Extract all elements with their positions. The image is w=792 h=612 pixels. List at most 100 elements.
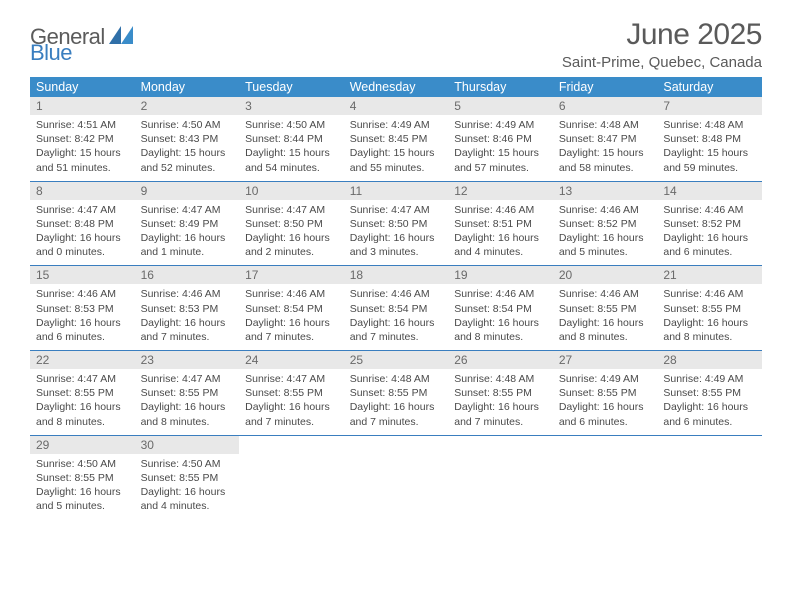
week-content-row: Sunrise: 4:50 AMSunset: 8:55 PMDaylight:… <box>30 454 762 520</box>
day-content-cell: Sunrise: 4:46 AMSunset: 8:52 PMDaylight:… <box>657 200 762 266</box>
daylight-line: Daylight: 16 hours and 7 minutes. <box>350 316 443 344</box>
sunrise-line: Sunrise: 4:51 AM <box>36 118 129 132</box>
day-number-cell: 3 <box>239 97 344 115</box>
week-content-row: Sunrise: 4:51 AMSunset: 8:42 PMDaylight:… <box>30 115 762 181</box>
day-number-cell: 29 <box>30 435 135 454</box>
day-number-cell: 13 <box>553 181 658 200</box>
daylight-line: Daylight: 16 hours and 0 minutes. <box>36 231 129 259</box>
day-content-cell <box>448 454 553 520</box>
day-content-cell: Sunrise: 4:46 AMSunset: 8:55 PMDaylight:… <box>553 284 658 350</box>
sunrise-line: Sunrise: 4:48 AM <box>454 372 547 386</box>
location-label: Saint-Prime, Quebec, Canada <box>562 54 762 71</box>
sunset-line: Sunset: 8:55 PM <box>663 302 756 316</box>
day-content-cell: Sunrise: 4:48 AMSunset: 8:55 PMDaylight:… <box>448 369 553 435</box>
day-number-cell: 4 <box>344 97 449 115</box>
sunset-line: Sunset: 8:55 PM <box>141 386 234 400</box>
sunrise-line: Sunrise: 4:47 AM <box>350 203 443 217</box>
daylight-line: Daylight: 16 hours and 4 minutes. <box>141 485 234 513</box>
day-number-cell: 30 <box>135 435 240 454</box>
sunrise-line: Sunrise: 4:47 AM <box>245 372 338 386</box>
sunset-line: Sunset: 8:55 PM <box>141 471 234 485</box>
sunset-line: Sunset: 8:55 PM <box>454 386 547 400</box>
sunrise-line: Sunrise: 4:49 AM <box>559 372 652 386</box>
sunset-line: Sunset: 8:53 PM <box>141 302 234 316</box>
day-number-cell <box>657 435 762 454</box>
day-number-cell: 22 <box>30 351 135 370</box>
daylight-line: Daylight: 16 hours and 8 minutes. <box>36 400 129 428</box>
day-content-cell: Sunrise: 4:47 AMSunset: 8:50 PMDaylight:… <box>344 200 449 266</box>
daylight-line: Daylight: 16 hours and 5 minutes. <box>36 485 129 513</box>
daylight-line: Daylight: 16 hours and 1 minute. <box>141 231 234 259</box>
daylight-line: Daylight: 16 hours and 2 minutes. <box>245 231 338 259</box>
daylight-line: Daylight: 16 hours and 7 minutes. <box>454 400 547 428</box>
sunrise-line: Sunrise: 4:49 AM <box>454 118 547 132</box>
sunset-line: Sunset: 8:42 PM <box>36 132 129 146</box>
sunset-line: Sunset: 8:44 PM <box>245 132 338 146</box>
sunset-line: Sunset: 8:50 PM <box>350 217 443 231</box>
day-content-cell: Sunrise: 4:48 AMSunset: 8:47 PMDaylight:… <box>553 115 658 181</box>
sunset-line: Sunset: 8:54 PM <box>245 302 338 316</box>
day-content-cell: Sunrise: 4:49 AMSunset: 8:46 PMDaylight:… <box>448 115 553 181</box>
week-daynum-row: 891011121314 <box>30 181 762 200</box>
day-content-cell: Sunrise: 4:46 AMSunset: 8:52 PMDaylight:… <box>553 200 658 266</box>
daylight-line: Daylight: 16 hours and 6 minutes. <box>663 400 756 428</box>
brand-part2: Blue <box>30 40 72 65</box>
day-number-cell: 21 <box>657 266 762 285</box>
sunset-line: Sunset: 8:45 PM <box>350 132 443 146</box>
day-number-cell: 27 <box>553 351 658 370</box>
calendar-table: SundayMondayTuesdayWednesdayThursdayFrid… <box>30 77 762 519</box>
day-content-cell: Sunrise: 4:47 AMSunset: 8:55 PMDaylight:… <box>30 369 135 435</box>
sunset-line: Sunset: 8:52 PM <box>559 217 652 231</box>
sunrise-line: Sunrise: 4:48 AM <box>663 118 756 132</box>
sunset-line: Sunset: 8:52 PM <box>663 217 756 231</box>
sunrise-line: Sunrise: 4:47 AM <box>141 372 234 386</box>
day-number-cell: 28 <box>657 351 762 370</box>
daylight-line: Daylight: 16 hours and 8 minutes. <box>141 400 234 428</box>
day-content-cell: Sunrise: 4:47 AMSunset: 8:55 PMDaylight:… <box>135 369 240 435</box>
day-content-cell: Sunrise: 4:51 AMSunset: 8:42 PMDaylight:… <box>30 115 135 181</box>
day-content-cell: Sunrise: 4:50 AMSunset: 8:55 PMDaylight:… <box>30 454 135 520</box>
day-content-cell <box>344 454 449 520</box>
sunset-line: Sunset: 8:55 PM <box>663 386 756 400</box>
week-daynum-row: 1234567 <box>30 97 762 115</box>
daylight-line: Daylight: 15 hours and 51 minutes. <box>36 146 129 174</box>
day-number-cell: 6 <box>553 97 658 115</box>
sunset-line: Sunset: 8:55 PM <box>350 386 443 400</box>
day-number-cell: 12 <box>448 181 553 200</box>
day-header: Thursday <box>448 77 553 97</box>
daylight-line: Daylight: 15 hours and 55 minutes. <box>350 146 443 174</box>
day-number-cell: 10 <box>239 181 344 200</box>
day-number-cell: 7 <box>657 97 762 115</box>
day-header: Wednesday <box>344 77 449 97</box>
sunset-line: Sunset: 8:55 PM <box>559 386 652 400</box>
day-content-cell: Sunrise: 4:46 AMSunset: 8:51 PMDaylight:… <box>448 200 553 266</box>
sunrise-line: Sunrise: 4:46 AM <box>454 203 547 217</box>
day-content-cell: Sunrise: 4:46 AMSunset: 8:53 PMDaylight:… <box>135 284 240 350</box>
day-number-cell <box>344 435 449 454</box>
day-content-cell: Sunrise: 4:48 AMSunset: 8:55 PMDaylight:… <box>344 369 449 435</box>
sunset-line: Sunset: 8:48 PM <box>36 217 129 231</box>
day-number-cell: 2 <box>135 97 240 115</box>
sunrise-line: Sunrise: 4:46 AM <box>663 287 756 301</box>
sunset-line: Sunset: 8:46 PM <box>454 132 547 146</box>
daylight-line: Daylight: 15 hours and 57 minutes. <box>454 146 547 174</box>
sunrise-line: Sunrise: 4:50 AM <box>141 457 234 471</box>
daylight-line: Daylight: 16 hours and 6 minutes. <box>559 400 652 428</box>
day-number-cell: 9 <box>135 181 240 200</box>
sunset-line: Sunset: 8:54 PM <box>350 302 443 316</box>
sunrise-line: Sunrise: 4:47 AM <box>245 203 338 217</box>
title-block: June 2025 Saint-Prime, Quebec, Canada <box>562 18 762 71</box>
day-content-cell: Sunrise: 4:47 AMSunset: 8:48 PMDaylight:… <box>30 200 135 266</box>
sunrise-line: Sunrise: 4:49 AM <box>663 372 756 386</box>
sunset-line: Sunset: 8:51 PM <box>454 217 547 231</box>
day-number-cell: 8 <box>30 181 135 200</box>
day-number-cell: 17 <box>239 266 344 285</box>
week-content-row: Sunrise: 4:46 AMSunset: 8:53 PMDaylight:… <box>30 284 762 350</box>
daylight-line: Daylight: 16 hours and 7 minutes. <box>141 316 234 344</box>
day-content-cell: Sunrise: 4:47 AMSunset: 8:49 PMDaylight:… <box>135 200 240 266</box>
sunrise-line: Sunrise: 4:48 AM <box>350 372 443 386</box>
day-header: Friday <box>553 77 658 97</box>
daylight-line: Daylight: 15 hours and 58 minutes. <box>559 146 652 174</box>
day-content-cell: Sunrise: 4:46 AMSunset: 8:55 PMDaylight:… <box>657 284 762 350</box>
sunset-line: Sunset: 8:53 PM <box>36 302 129 316</box>
